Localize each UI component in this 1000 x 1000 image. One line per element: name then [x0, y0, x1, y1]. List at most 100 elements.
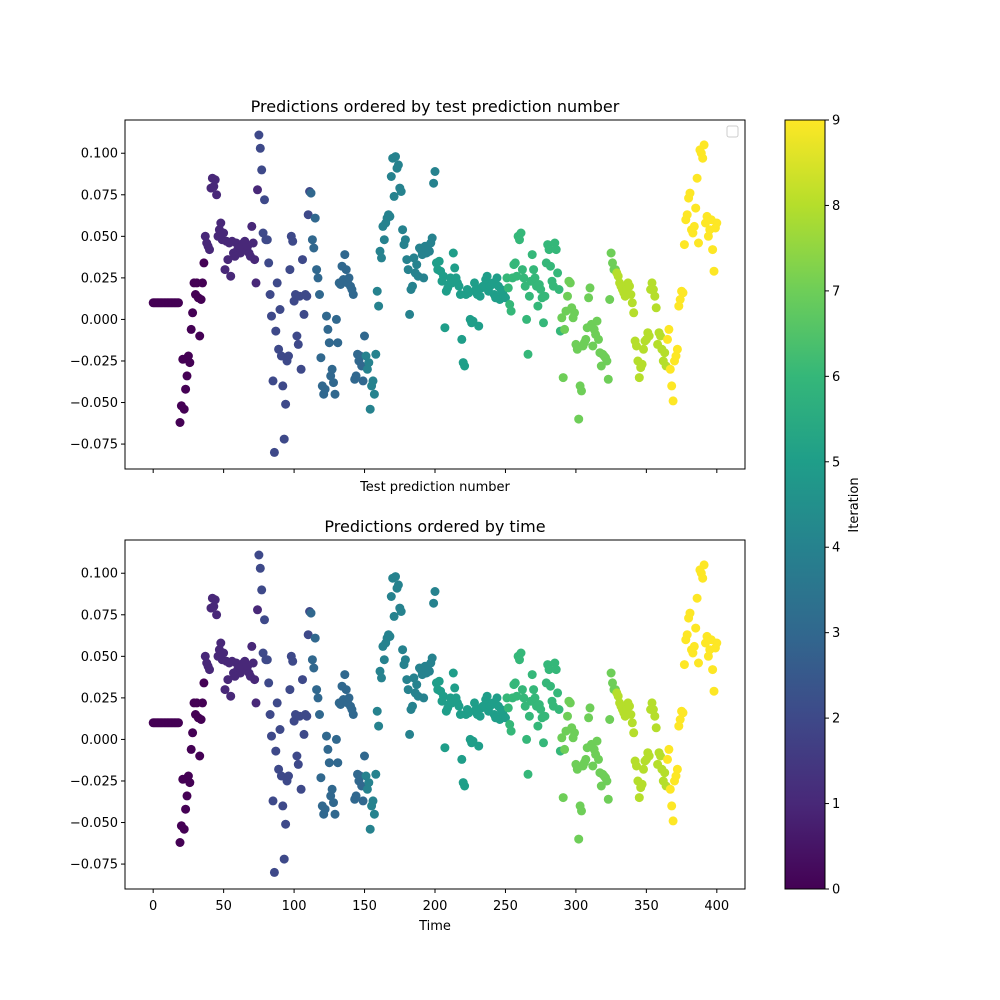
- scatter-point: [341, 265, 351, 275]
- scatter-point: [424, 246, 434, 256]
- scatter-point: [223, 255, 233, 265]
- scatter-point: [267, 311, 276, 321]
- scatter-point: [523, 769, 533, 779]
- bottom-plot-title: Predictions ordered by time: [324, 517, 545, 536]
- scatter-point: [663, 334, 672, 344]
- scatter-point: [324, 758, 334, 768]
- scatter-point: [303, 630, 313, 640]
- scatter-point: [292, 751, 302, 761]
- scatter-point: [665, 784, 675, 794]
- scatter-point: [253, 185, 262, 195]
- scatter-point: [544, 245, 554, 255]
- y-tick-label: 0.025: [81, 691, 118, 706]
- scatter-point: [309, 243, 319, 253]
- scatter-point: [570, 728, 579, 738]
- x-tick-label: 150: [352, 899, 377, 914]
- scatter-point: [679, 660, 689, 670]
- scatter-point: [439, 271, 448, 281]
- scatter-point: [594, 334, 603, 344]
- scatter-point: [209, 602, 219, 611]
- scatter-point: [310, 213, 320, 223]
- scatter-point: [360, 331, 369, 341]
- scatter-point: [279, 854, 289, 864]
- scatter-point: [625, 701, 634, 711]
- scatter-point: [320, 384, 330, 394]
- scatter-point: [648, 705, 658, 714]
- scatter-point: [278, 801, 288, 811]
- scatter-point: [288, 656, 298, 666]
- scatter-point: [312, 265, 322, 275]
- x-tick-label: 350: [634, 899, 659, 914]
- scatter-point: [581, 334, 591, 344]
- scatter-point: [216, 638, 226, 648]
- scatter-point: [678, 288, 688, 298]
- x-tick-label: 100: [282, 899, 307, 914]
- scatter-point: [639, 764, 648, 774]
- scatter-point: [698, 573, 708, 583]
- scatter-point: [272, 278, 282, 288]
- scatter-point: [309, 663, 319, 673]
- scatter-point: [268, 376, 278, 386]
- scatter-point: [584, 293, 594, 303]
- scatter-point: [324, 338, 334, 348]
- scatter-point: [664, 744, 674, 754]
- scatter-point: [533, 721, 543, 731]
- scatter-point: [563, 711, 572, 721]
- scatter-point: [212, 190, 222, 200]
- scatter-point: [402, 255, 412, 265]
- scatter-point: [220, 265, 230, 275]
- scatter-point: [400, 235, 410, 245]
- colorbar-tick-label: 7: [832, 284, 840, 299]
- x-tick-label: 50: [215, 899, 232, 914]
- scatter-point: [656, 751, 665, 761]
- scatter-point: [540, 291, 550, 301]
- scatter-point: [429, 178, 439, 188]
- scatter-point: [656, 331, 665, 341]
- x-tick-label: 400: [704, 899, 729, 914]
- scatter-point: [329, 378, 338, 388]
- scatter-point: [427, 233, 437, 243]
- scatter-point: [316, 773, 326, 783]
- scatter-point: [322, 311, 331, 321]
- scatter-point: [341, 685, 351, 695]
- scatter-point: [450, 683, 460, 693]
- scatter-point: [632, 761, 641, 771]
- scatter-point: [200, 231, 210, 241]
- scatter-point: [460, 781, 470, 791]
- scatter-point: [403, 265, 413, 275]
- scatter-point: [262, 235, 272, 245]
- scatter-point: [195, 751, 205, 761]
- scatter-point: [267, 731, 276, 741]
- scatter-point: [606, 248, 616, 258]
- scatter-point: [186, 324, 196, 334]
- scatter-point: [247, 641, 257, 651]
- scatter-point: [434, 676, 444, 686]
- scatter-point: [288, 236, 298, 246]
- scatter-point: [412, 260, 422, 270]
- top-subplot: Predictions ordered by test prediction n…: [70, 97, 746, 495]
- scatter-point: [257, 165, 267, 175]
- scatter-point: [281, 399, 291, 409]
- scatter-point: [512, 271, 522, 281]
- scatter-point: [574, 834, 584, 844]
- scatter-point: [188, 728, 198, 738]
- bottom-x-axis-label: Time: [418, 919, 451, 934]
- scatter-point: [391, 152, 400, 162]
- scatter-point: [501, 713, 510, 723]
- scatter-point: [637, 779, 647, 789]
- scatter-point: [539, 318, 548, 328]
- scatter-point: [605, 295, 615, 304]
- scatter-point: [271, 326, 281, 336]
- scatter-point: [664, 324, 674, 334]
- scatter-point: [331, 734, 341, 744]
- scatter-point: [302, 711, 312, 721]
- scatter-point: [386, 592, 396, 601]
- scatter-point: [530, 273, 540, 283]
- scatter-point: [186, 744, 196, 754]
- y-tick-label: 0.100: [81, 147, 118, 162]
- scatter-point: [340, 250, 350, 260]
- scatter-point: [408, 701, 417, 711]
- scatter-point: [665, 364, 675, 374]
- scatter-point: [209, 182, 219, 191]
- scatter-point: [527, 670, 537, 680]
